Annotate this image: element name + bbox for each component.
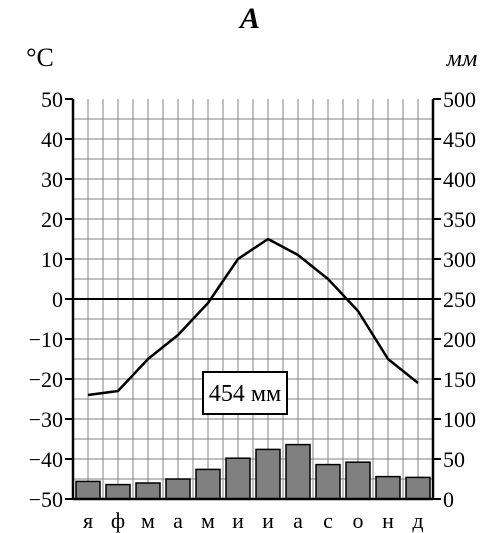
left-tick-label: −20 [29,367,63,392]
precip-bar [165,478,191,500]
right-tick-label: 150 [443,367,476,392]
left-tick-label: −40 [29,447,63,472]
left-tick-label: 50 [41,87,63,112]
left-axis-unit: °C [26,43,54,72]
precipitation-total-box: 454 мм [202,371,288,415]
left-tick-label: −50 [29,487,63,512]
precipitation-bars [75,443,431,500]
right-tick-label: 450 [443,127,476,152]
temperature-line [87,237,419,397]
right-tick-label: 500 [443,87,476,112]
temperature-series-line [87,237,419,397]
left-axis-ticks: 50 40 30 20 10 0 −10 −20 −30 −40 −50 [29,87,73,512]
precip-bar [135,482,161,500]
precip-bar [75,480,101,500]
precip-bar [225,457,251,500]
right-tick-label: 0 [443,487,454,512]
left-tick-label: 30 [41,167,63,192]
precip-bar [105,483,131,500]
chart-title: А [238,2,260,35]
left-tick-label: 0 [52,287,63,312]
right-tick-label: 100 [443,407,476,432]
left-tick-label: 10 [41,247,63,272]
month-label: ф [111,508,125,533]
precip-bar [345,461,371,500]
precip-bar [195,468,221,500]
precip-bar [285,443,311,500]
month-label: и [232,508,244,533]
right-tick-label: 350 [443,207,476,232]
right-tick-label: 50 [443,447,465,472]
annotation-box [202,371,288,415]
month-label: я [83,508,93,533]
month-label: с [323,508,333,533]
month-label: а [293,508,303,533]
left-tick-label: −30 [29,407,63,432]
precip-bar [315,463,341,500]
month-label: и [262,508,274,533]
right-tick-label: 400 [443,167,476,192]
month-label: о [353,508,364,533]
right-tick-label: 250 [443,287,476,312]
precip-bar [405,476,431,500]
month-label: н [382,508,394,533]
month-label: д [412,508,423,533]
right-tick-label: 300 [443,247,476,272]
right-tick-label: 200 [443,327,476,352]
annotation-text: 454 мм [209,381,281,407]
left-tick-label: −10 [29,327,63,352]
month-label: м [201,508,215,533]
left-tick-label: 40 [41,127,63,152]
right-axis-unit: мм [446,46,478,72]
precip-bar [375,475,401,500]
month-label: а [173,508,183,533]
left-tick-label: 20 [41,207,63,232]
month-label: м [141,508,155,533]
precip-bar [255,448,281,500]
